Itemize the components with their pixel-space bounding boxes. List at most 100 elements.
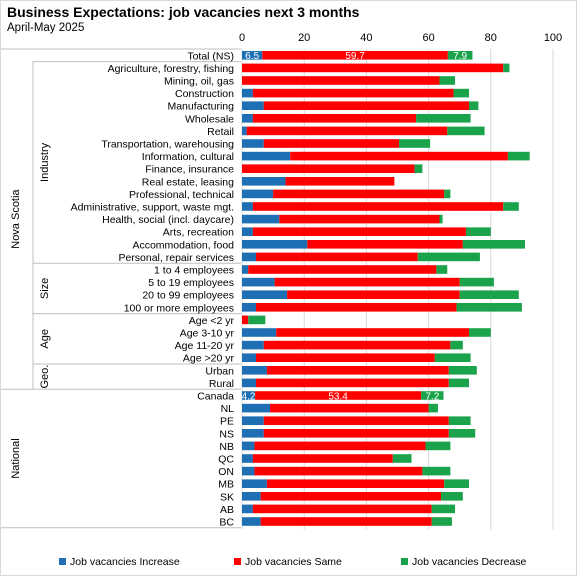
bar-segment [263,340,451,350]
group-label: National [10,438,22,478]
legend-label: Job vacancies Increase [70,556,180,568]
bar-segment [252,227,466,236]
bar-segment [242,466,255,476]
legend-swatch [234,558,241,565]
bar-segment [269,403,429,413]
bar-segment [242,492,261,501]
bar-segment [254,466,423,476]
category-label: Administrative, support, waste mgt. [71,202,234,214]
bar-segment [248,315,266,325]
bar-segment [242,303,256,312]
bar-segment [450,340,463,350]
data-label: 4.2 [242,391,256,402]
x-tick-label: 80 [485,32,497,44]
category-label: Real estate, leasing [142,176,234,188]
bar-segment [290,151,508,161]
bar-segment [453,88,470,98]
category-label: Personal, repair services [118,252,234,264]
bar-segment [242,151,291,161]
bar-segment [469,328,491,337]
bar-segment [242,164,415,173]
data-label: 7.2 [425,391,439,402]
data-label: 7.9 [453,51,467,62]
chart-subtitle: April-May 2025 [7,22,85,34]
x-tick-label: 60 [422,32,434,44]
x-tick-label: 0 [239,32,245,44]
bar-segment [242,416,264,425]
bar-segment [242,517,261,526]
bar-segment [242,403,270,413]
legend-swatch [59,558,66,565]
data-label: 53.4 [328,391,348,402]
bar-segment [447,51,473,60]
bar-segment [448,416,471,425]
bar-segment [255,353,435,362]
bar-segment [503,63,510,73]
chart-title: Business Expectations: job vacancies nex… [7,4,360,20]
bar-segment [444,189,451,199]
bar-segment [242,429,264,438]
category-label: NL [221,403,235,415]
bar-segment [242,63,504,73]
bar-segment [242,88,253,98]
bar-segment [255,378,449,388]
category-label: Retail [207,126,234,138]
category-label: AB [220,504,234,516]
bar-segment [263,416,449,425]
bar-segment [242,214,280,224]
category-label: ON [218,466,234,478]
bar-segment [255,252,418,262]
bar-segment [255,391,422,400]
bar-segment [242,265,249,274]
category-label: Total (NS) [187,50,234,62]
category-label: Mining, oil, gas [164,76,234,88]
bar-segment [260,492,442,501]
bar-segment [441,492,463,501]
bar-segment [255,303,457,312]
bar-segment [273,189,445,199]
x-tick-label: 40 [360,32,372,44]
bar-segment [414,164,423,173]
bar-segment [266,479,445,488]
data-label: 59.7 [345,51,365,62]
bar-segment [448,366,477,375]
category-label: Construction [175,88,234,100]
bar-segment [462,240,526,249]
bar-segment [263,139,400,148]
category-label: Age 3-10 yr [180,328,235,340]
bar-segment [242,504,253,514]
bar-segment [242,378,256,388]
category-label: 20 to 99 employees [142,290,234,302]
bar-segment [421,391,444,400]
bar-segment [242,101,264,110]
bar-segment [248,265,437,274]
category-label: BC [219,517,234,529]
bar-segment [447,126,485,136]
bar-segment [242,441,255,451]
bar-segment [459,277,494,287]
subgroup-label: Industry [39,142,51,182]
category-label: SK [220,491,234,503]
bar-segment [274,277,460,287]
bar-segment [448,429,476,438]
bar-segment [507,151,530,161]
legend-label: Job vacancies Same [245,556,342,568]
category-label: 1 to 4 employees [154,265,234,277]
bar-segment [287,290,460,299]
category-label: Age >20 yr [183,353,235,365]
x-tick-label: 20 [298,32,310,44]
bar-segment [252,114,417,123]
category-label: NS [219,428,234,440]
bar-segment [252,454,393,463]
bar-segment [252,504,432,514]
bar-segment [263,429,449,438]
category-label: QC [218,454,234,466]
legend-label: Job vacancies Decrease [412,556,527,568]
subgroup-label: Size [39,278,51,299]
bar-segment [279,214,440,224]
bar-segment [242,139,264,148]
bar-segment [242,366,267,375]
category-label: Canada [197,391,234,403]
